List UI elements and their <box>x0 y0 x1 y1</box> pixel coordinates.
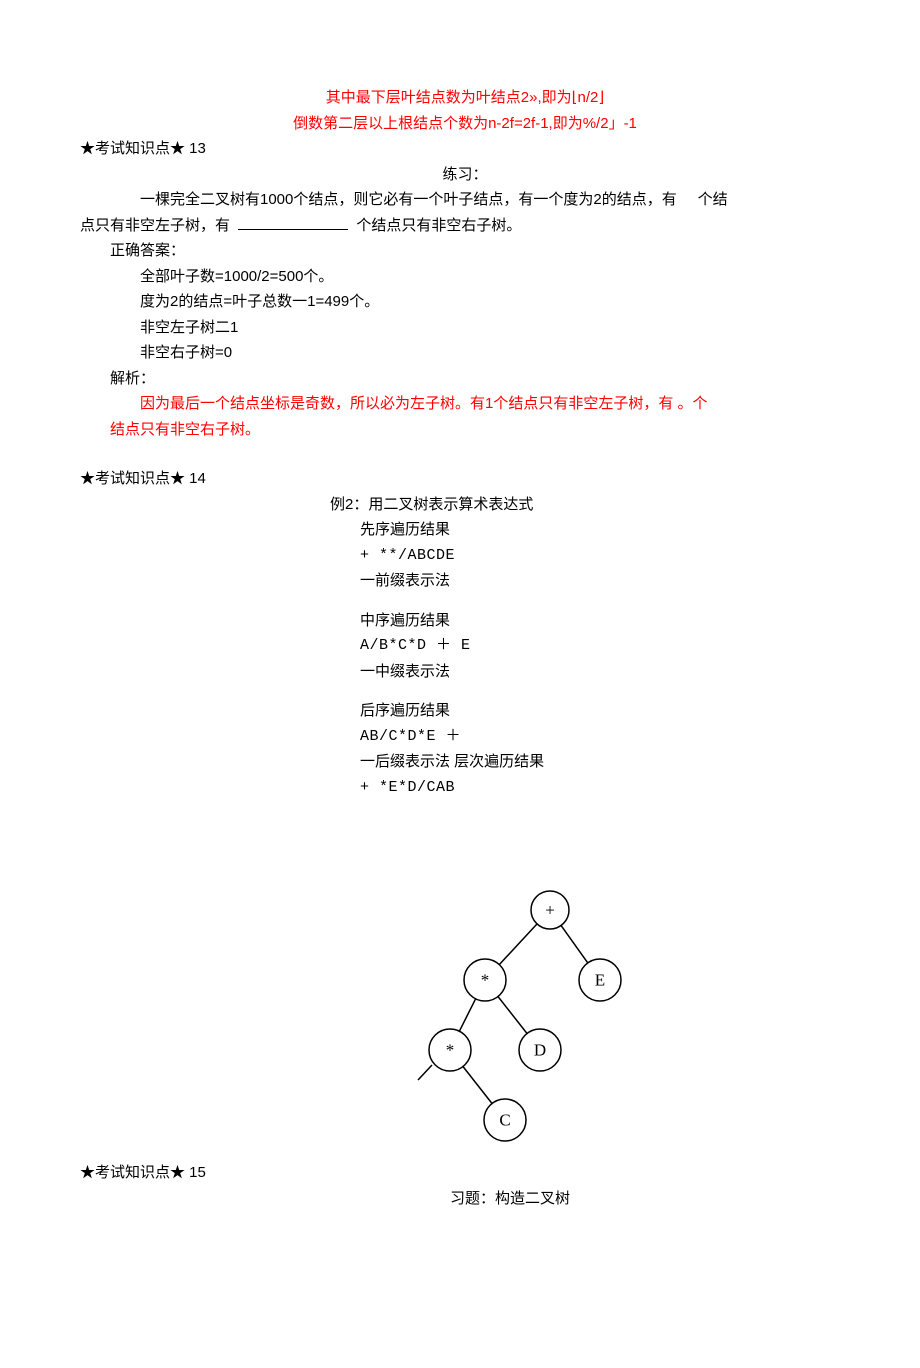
question-line2-prefix: 点只有非空左子树，有 <box>80 217 230 234</box>
svg-text:D: D <box>534 1041 546 1060</box>
header-red-line-1: 其中最下层叶结点数为叶结点2»,即为⌊n/2⌋ <box>80 85 850 111</box>
practice-title: 练习： <box>80 162 850 188</box>
level-value: + *E*D/CAB <box>360 775 850 801</box>
postorder-value: AB/C*D*E ＋ <box>360 724 850 750</box>
prefix-label: 一前缀表示法 <box>360 568 850 594</box>
binary-tree-diagram: + * E * D C <box>410 880 640 1150</box>
fill-blank <box>238 229 348 230</box>
infix-label: 一中缀表示法 <box>360 659 850 685</box>
example-title: 例2：用二叉树表示算术表达式 <box>330 492 850 518</box>
answer-2: 度为2的结点=叶子总数一1=499个。 <box>80 289 850 315</box>
svg-text:E: E <box>595 971 605 990</box>
preorder-value: + **/ABCDE <box>360 543 850 569</box>
answer-1: 全部叶子数=1000/2=500个。 <box>80 264 850 290</box>
header-red-line-2: 倒数第二层以上根结点个数为n-2f=2f-1,即为%/2」-1 <box>80 111 850 137</box>
exercise-title: 习题：构造二叉树 <box>170 1186 850 1212</box>
answer-label: 正确答案： <box>80 238 850 264</box>
section-14-heading: ★考试知识点★ 14 <box>80 466 850 492</box>
question-line2-suffix: 个结点只有非空右子树。 <box>356 217 521 234</box>
analysis-label: 解析： <box>80 366 850 392</box>
question-line-2: 点只有非空左子树，有 个结点只有非空右子树。 <box>80 213 850 239</box>
svg-text:*: * <box>446 1041 455 1060</box>
postorder-label: 后序遍历结果 <box>360 698 850 724</box>
svg-text:+: + <box>545 901 555 920</box>
answer-4: 非空右子树=0 <box>80 340 850 366</box>
section-13-heading: ★考试知识点★ 13 <box>80 136 850 162</box>
question-part1: 一棵完全二叉树有1000个结点，则它必有一个叶子结点，有一个度为2的结点，有 <box>140 191 677 208</box>
inorder-value: A/B*C*D ＋ E <box>360 633 850 659</box>
analysis-text-1: 因为最后一个结点坐标是奇数，所以必为左子树。有1个结点只有非空左子树，有 。个 <box>80 391 850 417</box>
question-gap <box>681 191 694 208</box>
svg-text:*: * <box>481 971 490 990</box>
section-15-heading: ★考试知识点★ 15 <box>80 1160 850 1186</box>
question-line-1: 一棵完全二叉树有1000个结点，则它必有一个叶子结点，有一个度为2的结点，有 个… <box>80 187 850 213</box>
inorder-label: 中序遍历结果 <box>360 608 850 634</box>
svg-text:C: C <box>499 1111 510 1130</box>
answer-3: 非空左子树二1 <box>80 315 850 341</box>
analysis-text-2: 结点只有非空右子树。 <box>80 417 850 443</box>
question-part2: 个结 <box>698 191 728 208</box>
preorder-label: 先序遍历结果 <box>360 517 850 543</box>
postfix-label: 一后缀表示法 层次遍历结果 <box>360 749 850 775</box>
